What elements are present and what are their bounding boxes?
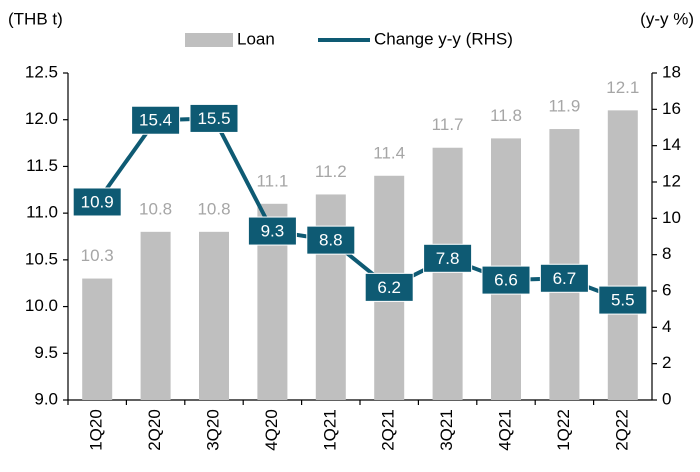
bar (199, 231, 229, 400)
point-label-box (364, 272, 414, 302)
legend-swatch (185, 33, 233, 47)
point-label: 15.5 (197, 109, 230, 128)
y-tick-label: 11.0 (26, 203, 58, 222)
x-tick-label: 1Q22 (554, 409, 573, 451)
legend-label: Change y-y (RHS) (374, 29, 513, 48)
bar-value-label: 11.7 (432, 115, 464, 134)
y2-tick-label: 12 (662, 171, 681, 190)
point-label: 6.6 (494, 271, 518, 290)
y2-tick-label: 10 (662, 208, 681, 227)
x-tick-label: 1Q21 (320, 409, 339, 451)
point-label-box (247, 216, 297, 246)
bar (607, 110, 638, 400)
bar-value-label: 11.8 (490, 106, 522, 125)
point-label: 15.4 (139, 111, 172, 130)
x-tick-label: 2Q22 (612, 409, 631, 451)
x-tick-label: 3Q21 (437, 409, 456, 451)
x-tick-label: 2Q20 (145, 409, 164, 451)
bar-value-label: 10.3 (81, 246, 114, 265)
point-label: 5.5 (611, 291, 635, 310)
y2-tick-label: 6 (662, 280, 671, 299)
bar-value-label: 11.4 (373, 143, 405, 162)
bar-value-label: 11.1 (256, 171, 288, 190)
point-label-box (423, 243, 473, 273)
point-label: 6.7 (553, 269, 577, 288)
point-label: 6.2 (377, 278, 401, 297)
point-label-box (481, 265, 531, 295)
x-tick-label: 4Q20 (262, 409, 281, 451)
point-label-box (306, 225, 356, 255)
y-tick-label: 9.5 (34, 343, 58, 362)
bar (140, 231, 171, 400)
bar-value-label: 10.8 (197, 199, 230, 218)
point-label-box (539, 263, 589, 293)
x-tick-label: 2Q21 (379, 409, 398, 451)
point-label: 8.8 (319, 231, 343, 250)
bar-value-label: 11.9 (548, 97, 580, 116)
point-label: 7.8 (436, 249, 460, 268)
y2-tick-label: 4 (662, 317, 671, 336)
y-tick-label: 12.5 (25, 62, 58, 81)
point-label-box (598, 285, 648, 315)
x-tick-label: 3Q20 (203, 409, 222, 451)
bar (432, 147, 463, 400)
point-label-box (72, 187, 122, 217)
y2-tick-label: 14 (662, 135, 681, 154)
y2-tick-label: 0 (662, 389, 671, 408)
x-tick-label: 4Q21 (495, 409, 514, 451)
y-tick-label: 10.0 (25, 296, 58, 315)
y2-axis-title: (y-y %) (640, 9, 694, 28)
y2-tick-label: 16 (662, 99, 681, 118)
bar (315, 194, 346, 400)
point-label: 10.9 (81, 192, 114, 211)
y2-tick-label: 8 (662, 244, 671, 263)
y2-tick-label: 18 (662, 62, 681, 81)
y-tick-label: 11.5 (26, 156, 58, 175)
y-tick-label: 9.0 (34, 389, 58, 408)
y2-tick-label: 2 (662, 353, 671, 372)
point-label-box (131, 105, 181, 135)
bar-value-label: 11.2 (315, 162, 347, 181)
bar (82, 278, 113, 400)
y-tick-label: 10.5 (25, 249, 58, 268)
bar-value-label: 10.8 (139, 199, 172, 218)
y-tick-label: 12.0 (25, 109, 58, 128)
bar-value-label: 12.1 (606, 78, 639, 97)
y-axis-title: (THB t) (8, 9, 63, 28)
point-label-box (189, 103, 239, 133)
point-label: 9.3 (261, 222, 285, 241)
x-tick-label: 1Q20 (87, 409, 106, 451)
legend-label: Loan (237, 29, 275, 48)
line (95, 116, 624, 302)
